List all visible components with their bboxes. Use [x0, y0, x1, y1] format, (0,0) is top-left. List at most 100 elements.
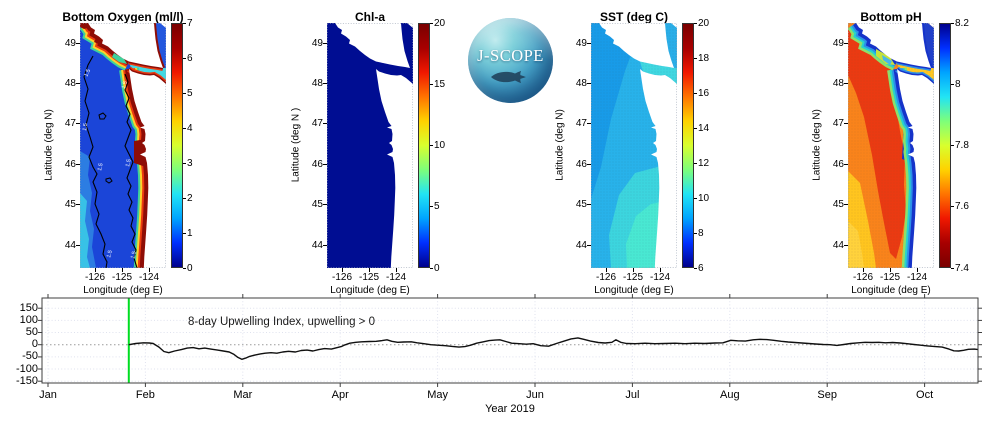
- lat-tick-mark: [587, 42, 591, 44]
- panel-title: Bottom pH: [860, 10, 922, 24]
- strait-juan-de-fuca: [376, 61, 413, 84]
- lat-tick-label: 45: [832, 199, 844, 211]
- strait-georgia: [401, 23, 413, 68]
- ts-month-tick-label: Apr: [331, 389, 349, 401]
- lat-tick-mark: [587, 82, 591, 84]
- colorbar-tick-mark: [694, 22, 697, 24]
- colorbar-tick-label: 0: [434, 262, 440, 274]
- lat-tick-label: 48: [575, 77, 587, 89]
- colorbar-tick-mark: [694, 127, 697, 129]
- upwelling-annotation: 8-day Upwelling Index, upwelling > 0: [188, 316, 375, 328]
- ocean-region-cyan: [80, 193, 90, 268]
- lat-tick-label: 48: [832, 77, 844, 89]
- lat-tick-label: 48: [64, 77, 76, 89]
- colorbar-tick-mark: [694, 92, 697, 94]
- ts-value-tick-label: -150: [15, 374, 38, 387]
- colorbar-tick-label: 8: [955, 78, 961, 90]
- x-axis-label: Longitude (deg E): [83, 285, 163, 296]
- colorbar-tick-label: 15: [434, 78, 446, 90]
- ts-value-tick-label: 100: [19, 313, 38, 326]
- lat-tick-mark: [323, 204, 327, 206]
- colorbar-tick-label: 8: [698, 227, 704, 239]
- oxygen-contour-west: [83, 55, 108, 268]
- colorbar-tick-label: 7.6: [955, 201, 969, 213]
- colorbar-tick-mark: [694, 232, 697, 234]
- colorbar-tick-mark: [183, 197, 186, 199]
- contour-label: 1.5: [125, 159, 132, 168]
- lat-tick-label: 46: [311, 158, 323, 170]
- lat-tick-mark: [844, 123, 848, 125]
- ts-month-tick-label: Oct: [916, 389, 934, 401]
- colorbar-tick-mark: [951, 206, 954, 208]
- nw-corner-highO2-patch: [80, 23, 91, 29]
- lat-tick-label: 49: [311, 37, 323, 49]
- map-frame: [591, 23, 677, 268]
- lat-tick-label: 45: [64, 199, 76, 211]
- colorbar-tick-mark: [430, 83, 433, 85]
- land-vancouver-island: [335, 23, 410, 68]
- lon-tick-label: -126: [331, 272, 352, 283]
- colorbar-tick-label: 7: [187, 17, 193, 29]
- lat-tick-mark: [323, 42, 327, 44]
- lon-tick-mark: [368, 268, 370, 272]
- ts-value-tick-label: 50: [25, 326, 38, 339]
- lat-tick-label: 47: [64, 118, 76, 130]
- lat-tick-mark: [323, 123, 327, 125]
- lon-tick-label: -126: [84, 272, 105, 283]
- colorbar-tick-label: 5: [434, 201, 440, 213]
- upwelling-timeseries-plot: [38, 294, 982, 387]
- colorbar-tick-label: 5: [187, 87, 193, 99]
- ts-month-tick-label: Aug: [720, 389, 740, 401]
- lat-tick-mark: [76, 82, 80, 84]
- lat-tick-mark: [844, 204, 848, 206]
- ts-month-tick-label: May: [427, 389, 448, 401]
- land-corner: [407, 23, 413, 28]
- colorbar-tick-mark: [430, 267, 433, 269]
- colorbar-tick-mark: [951, 267, 954, 269]
- plot-box: [41, 297, 979, 384]
- lat-tick-mark: [844, 163, 848, 165]
- map-frame: [80, 23, 166, 268]
- land-vancouver-island: [88, 23, 163, 68]
- lat-tick-mark: [844, 42, 848, 44]
- colorbar-tick-mark: [183, 92, 186, 94]
- land-mainland: [129, 69, 166, 268]
- lat-tick-label: 44: [311, 239, 323, 251]
- lat-tick-label: 49: [64, 37, 76, 49]
- lon-tick-label: -124: [906, 272, 927, 283]
- land-corner: [671, 23, 677, 28]
- panel-bottom-oxygen: Bottom Oxygen (ml/l) Latitude (deg N): [35, 8, 217, 300]
- land-vancouver-island: [856, 23, 931, 68]
- lon-tick-label: -126: [595, 272, 616, 283]
- contour-label: 1.5: [130, 251, 138, 260]
- upwelling-index-line: [128, 337, 979, 360]
- lat-tick-mark: [844, 244, 848, 246]
- lat-tick-label: 46: [832, 158, 844, 170]
- land-mainland: [376, 69, 413, 268]
- contour-label: 1.5: [82, 123, 89, 132]
- colorbar-tick-mark: [951, 145, 954, 146]
- lon-tick-label: -125: [358, 272, 379, 283]
- panel-title: Bottom Oxygen (ml/l): [62, 10, 184, 24]
- lat-tick-mark: [587, 204, 591, 206]
- colorbar-tick-label: 6: [187, 52, 193, 64]
- lat-tick-label: 48: [311, 77, 323, 89]
- lon-tick-label: -125: [622, 272, 643, 283]
- colorbar-tick-mark: [430, 145, 433, 146]
- colorbar-tick-mark: [183, 232, 186, 234]
- lat-tick-label: 44: [64, 239, 76, 251]
- lon-tick-mark: [889, 268, 891, 272]
- oxygen-contour-loop2: [105, 177, 113, 184]
- lat-tick-label: 47: [832, 118, 844, 130]
- lat-tick-label: 49: [832, 37, 844, 49]
- land-corner: [160, 23, 166, 28]
- lat-tick-mark: [587, 244, 591, 246]
- lat-tick-mark: [587, 123, 591, 125]
- colorbar-tick-mark: [183, 57, 186, 59]
- lon-tick-label: -125: [879, 272, 900, 283]
- lat-tick-mark: [76, 204, 80, 206]
- ts-value-tick-label: 150: [19, 301, 38, 314]
- lon-tick-mark: [94, 268, 96, 272]
- lat-tick-mark: [76, 42, 80, 44]
- colorbar-tick-label: 12: [698, 157, 710, 169]
